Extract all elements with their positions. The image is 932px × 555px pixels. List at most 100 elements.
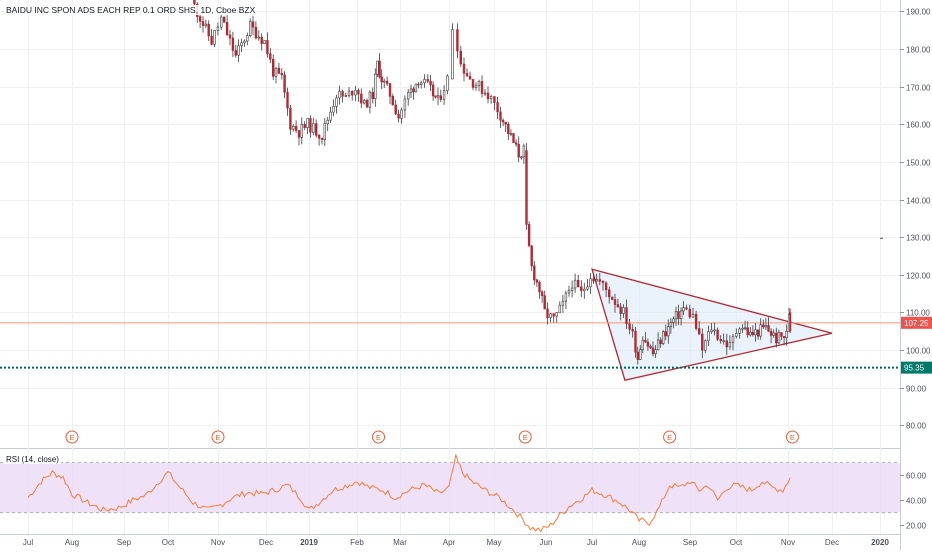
candle bbox=[309, 115, 312, 138]
earnings-marker: E bbox=[65, 430, 79, 444]
candle bbox=[426, 74, 429, 84]
candle bbox=[654, 345, 657, 358]
candle bbox=[385, 76, 389, 86]
candle-down bbox=[320, 137, 324, 140]
candle bbox=[207, 20, 210, 41]
candle-up bbox=[326, 119, 329, 124]
candle bbox=[354, 85, 357, 102]
candle-down bbox=[465, 73, 469, 77]
earnings-label: E bbox=[790, 433, 795, 442]
candle bbox=[694, 310, 698, 331]
candle bbox=[204, 19, 208, 29]
candle-down bbox=[350, 90, 354, 96]
candle bbox=[297, 129, 301, 146]
candle bbox=[243, 39, 246, 47]
candle-down bbox=[719, 338, 722, 342]
candle-down bbox=[294, 125, 298, 131]
candle-up bbox=[641, 339, 645, 351]
candle-up bbox=[583, 288, 586, 292]
earnings-marker: E bbox=[785, 430, 799, 444]
candle-down bbox=[314, 123, 318, 136]
time-tick-label: Oct bbox=[162, 538, 175, 547]
candle-down bbox=[628, 323, 631, 330]
candle bbox=[631, 324, 634, 338]
candle bbox=[509, 129, 513, 137]
candle-down bbox=[634, 330, 637, 353]
candle bbox=[746, 321, 749, 338]
candle bbox=[713, 322, 716, 336]
time-tick-label: May bbox=[486, 538, 501, 547]
candle-down bbox=[283, 74, 286, 93]
candle-down bbox=[610, 296, 614, 300]
candle bbox=[446, 74, 449, 94]
candle bbox=[679, 307, 683, 326]
earnings-marker: E bbox=[211, 430, 225, 444]
candle bbox=[257, 30, 260, 41]
candle-up bbox=[474, 85, 478, 88]
candle-down bbox=[260, 36, 263, 44]
candle-down bbox=[540, 291, 544, 296]
candle bbox=[707, 325, 710, 346]
candle-down bbox=[504, 121, 507, 125]
earnings-circle bbox=[785, 430, 799, 444]
candle bbox=[751, 325, 755, 337]
candle bbox=[639, 345, 642, 360]
candle bbox=[589, 273, 592, 294]
candle bbox=[216, 22, 220, 36]
candle-down bbox=[198, 16, 202, 22]
candle-up bbox=[362, 100, 366, 104]
candle-down bbox=[207, 23, 210, 37]
candle bbox=[376, 60, 379, 78]
candle-down bbox=[697, 328, 701, 335]
candle bbox=[636, 346, 640, 365]
candle bbox=[522, 143, 526, 164]
candle bbox=[789, 308, 792, 334]
candle bbox=[394, 99, 397, 115]
candle-up bbox=[777, 332, 781, 344]
time-tick-label: Feb bbox=[350, 538, 364, 547]
price-tick-label: 110.00 bbox=[906, 309, 930, 318]
candle-down bbox=[231, 37, 235, 51]
candle bbox=[378, 53, 381, 79]
candle-up bbox=[376, 60, 379, 75]
rsi-layer bbox=[0, 454, 900, 533]
candle bbox=[604, 281, 608, 298]
candle bbox=[380, 69, 383, 90]
candle-up bbox=[785, 331, 788, 339]
candle-down bbox=[468, 75, 472, 80]
candle bbox=[210, 29, 213, 46]
candle-down bbox=[677, 311, 680, 319]
candle-up bbox=[204, 23, 208, 26]
price-tick-label: 140.00 bbox=[906, 197, 931, 206]
candle-up bbox=[754, 329, 757, 336]
candle-down bbox=[688, 308, 692, 318]
candle bbox=[260, 33, 263, 51]
candle bbox=[552, 313, 555, 323]
earnings-label: E bbox=[69, 433, 74, 442]
candle-up bbox=[722, 340, 725, 343]
candle-down bbox=[631, 328, 634, 332]
candle-down bbox=[659, 339, 662, 345]
rsi-line bbox=[27, 454, 791, 533]
price-tick-label: 100.00 bbox=[906, 347, 931, 356]
candle-down bbox=[552, 313, 555, 317]
candle bbox=[341, 89, 344, 103]
candle-up bbox=[759, 324, 762, 337]
earnings-circle bbox=[211, 430, 225, 444]
candle-down bbox=[297, 130, 301, 138]
candle-down bbox=[543, 295, 546, 310]
candle bbox=[414, 83, 418, 93]
candle bbox=[573, 273, 577, 293]
time-tick-label: 2020 bbox=[871, 538, 889, 547]
candle bbox=[543, 290, 546, 310]
candle bbox=[493, 96, 496, 110]
candle bbox=[277, 62, 281, 74]
candle-up bbox=[622, 307, 625, 314]
candle bbox=[489, 94, 493, 104]
candle-up bbox=[451, 29, 454, 80]
candle-up bbox=[674, 311, 678, 320]
candle-up bbox=[567, 289, 571, 294]
candle-down bbox=[471, 79, 475, 88]
candle-up bbox=[672, 318, 675, 323]
